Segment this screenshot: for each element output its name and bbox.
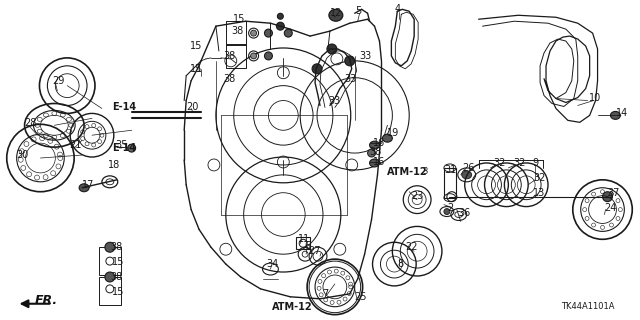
Ellipse shape [277, 13, 284, 19]
Text: 13: 13 [533, 188, 545, 198]
Text: 15: 15 [233, 14, 245, 24]
Text: ATM-12: ATM-12 [387, 167, 428, 177]
Ellipse shape [345, 56, 355, 66]
Text: 6: 6 [304, 241, 310, 251]
Text: 23: 23 [412, 191, 424, 201]
Ellipse shape [367, 149, 376, 157]
Text: 27: 27 [308, 246, 321, 256]
Text: 33: 33 [345, 74, 357, 84]
Text: 16: 16 [372, 138, 385, 148]
Text: 11: 11 [298, 234, 310, 244]
Text: 15: 15 [190, 64, 202, 74]
Text: 32: 32 [513, 158, 525, 168]
Text: 1: 1 [196, 64, 202, 74]
Text: 19: 19 [387, 128, 399, 138]
Text: 25: 25 [355, 292, 367, 302]
Text: 38: 38 [223, 51, 235, 61]
Ellipse shape [461, 171, 472, 179]
Text: 33: 33 [328, 96, 340, 106]
Text: 31: 31 [444, 165, 456, 175]
Bar [99, 247, 121, 275]
Text: E-14: E-14 [112, 102, 136, 112]
Ellipse shape [251, 53, 257, 59]
Ellipse shape [444, 209, 450, 214]
Ellipse shape [276, 22, 284, 30]
Text: 8: 8 [397, 259, 403, 269]
Text: 5: 5 [355, 6, 361, 16]
Ellipse shape [327, 44, 337, 54]
Ellipse shape [128, 144, 136, 152]
Text: 32: 32 [533, 173, 545, 183]
Text: 26: 26 [461, 163, 474, 173]
Text: E-14: E-14 [112, 143, 136, 153]
Text: 2: 2 [447, 203, 453, 212]
Ellipse shape [312, 64, 322, 74]
Text: 35: 35 [116, 140, 128, 150]
Text: 38: 38 [223, 74, 235, 84]
Text: ATM-12: ATM-12 [273, 302, 313, 312]
Text: FR.: FR. [35, 294, 58, 307]
Text: 24: 24 [605, 203, 617, 212]
Ellipse shape [264, 29, 273, 37]
Text: 36: 36 [459, 208, 471, 218]
Text: 14: 14 [616, 108, 628, 118]
Text: 32: 32 [493, 158, 506, 168]
Ellipse shape [105, 272, 115, 282]
Text: 16: 16 [372, 157, 385, 167]
Text: 30: 30 [17, 150, 29, 160]
Ellipse shape [79, 184, 89, 192]
Text: 18: 18 [108, 160, 120, 170]
Text: 38: 38 [110, 272, 122, 282]
Text: 21: 21 [69, 140, 81, 150]
Ellipse shape [369, 141, 380, 149]
Ellipse shape [602, 192, 612, 202]
Ellipse shape [251, 30, 257, 36]
Text: 12: 12 [330, 8, 342, 18]
Text: 17: 17 [82, 180, 95, 190]
Bar [99, 277, 121, 305]
Bar [226, 44, 246, 68]
Text: 10: 10 [589, 92, 601, 102]
Ellipse shape [264, 52, 273, 60]
Bar [444, 168, 456, 198]
Bar [296, 237, 310, 249]
Text: 15: 15 [112, 287, 124, 297]
Ellipse shape [611, 111, 620, 119]
Ellipse shape [369, 159, 380, 167]
Text: 4: 4 [394, 4, 401, 14]
Ellipse shape [284, 29, 292, 37]
Text: 20: 20 [186, 102, 198, 112]
Text: 9: 9 [532, 158, 538, 168]
Ellipse shape [383, 134, 392, 142]
Text: 37: 37 [607, 188, 620, 198]
Text: 29: 29 [52, 76, 65, 86]
Text: 3: 3 [422, 167, 428, 176]
Text: 22: 22 [405, 242, 418, 252]
Text: 38: 38 [110, 242, 122, 252]
Text: 38: 38 [369, 147, 382, 157]
Text: 15: 15 [190, 41, 202, 51]
Text: 33: 33 [360, 51, 372, 61]
Bar [226, 21, 246, 45]
Text: 7: 7 [322, 289, 328, 299]
Text: 38: 38 [232, 26, 244, 36]
Text: 28: 28 [24, 118, 37, 128]
Ellipse shape [105, 242, 115, 252]
Ellipse shape [329, 9, 343, 21]
Text: 15: 15 [112, 257, 124, 267]
Text: TK44A1101A: TK44A1101A [561, 302, 614, 311]
Text: 34: 34 [266, 259, 278, 269]
